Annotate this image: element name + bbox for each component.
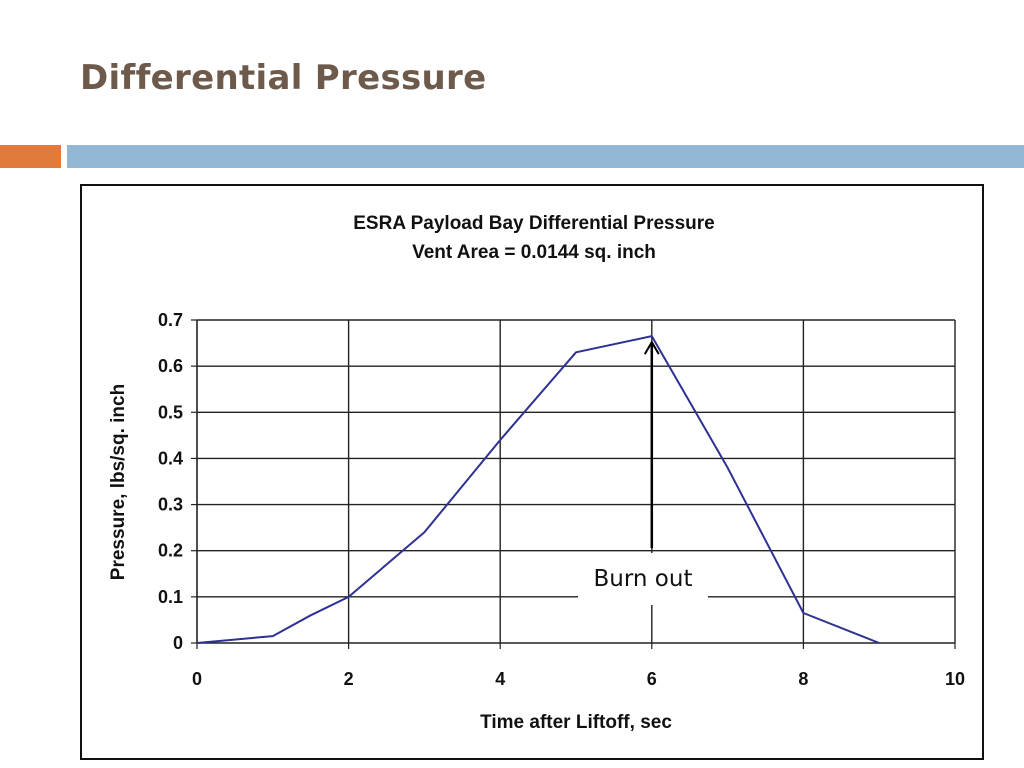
x-tick-label: 10 bbox=[945, 669, 965, 689]
y-tick-label: 0.7 bbox=[158, 310, 183, 330]
axis-layer: 0 0.1 0.2 0.3 0.4 0.5 0.6 0.7 0 2 4 6 8 10 bbox=[158, 310, 965, 689]
annotation-layer bbox=[643, 340, 660, 548]
burn-out-arrow-head bbox=[643, 340, 660, 355]
burn-out-label: Burn out bbox=[578, 553, 708, 605]
y-tick-label: 0.3 bbox=[158, 495, 183, 515]
x-tick-label: 2 bbox=[344, 669, 354, 689]
grid-layer bbox=[197, 319, 956, 643]
series-layer bbox=[196, 335, 880, 644]
pressure-series-line bbox=[196, 335, 880, 644]
accent-bar-left bbox=[0, 145, 61, 168]
y-tick-label: 0.6 bbox=[158, 356, 183, 376]
y-tick-label: 0.1 bbox=[158, 587, 183, 607]
pressure-chart: ESRA Payload Bay Differential Pressure V… bbox=[108, 213, 965, 733]
x-axis-label: Time after Liftoff, sec bbox=[480, 712, 672, 733]
chart-title: ESRA Payload Bay Differential Pressure bbox=[353, 213, 715, 234]
slide-title: Differential Pressure bbox=[80, 58, 487, 98]
y-tick-label: 0 bbox=[173, 633, 183, 653]
y-tick-label: 0.5 bbox=[158, 402, 183, 422]
x-tick-label: 0 bbox=[192, 669, 202, 689]
y-axis-label: Pressure, lbs/sq. inch bbox=[108, 384, 129, 580]
y-tick-label: 0.4 bbox=[158, 448, 183, 468]
x-tick-label: 8 bbox=[798, 669, 808, 689]
accent-bar-right bbox=[67, 145, 1024, 168]
chart-frame: ESRA Payload Bay Differential Pressure V… bbox=[80, 184, 984, 760]
chart-subtitle: Vent Area = 0.0144 sq. inch bbox=[412, 242, 656, 263]
x-tick-label: 4 bbox=[495, 669, 505, 689]
x-tick-label: 6 bbox=[647, 669, 657, 689]
y-tick-label: 0.2 bbox=[158, 541, 183, 561]
